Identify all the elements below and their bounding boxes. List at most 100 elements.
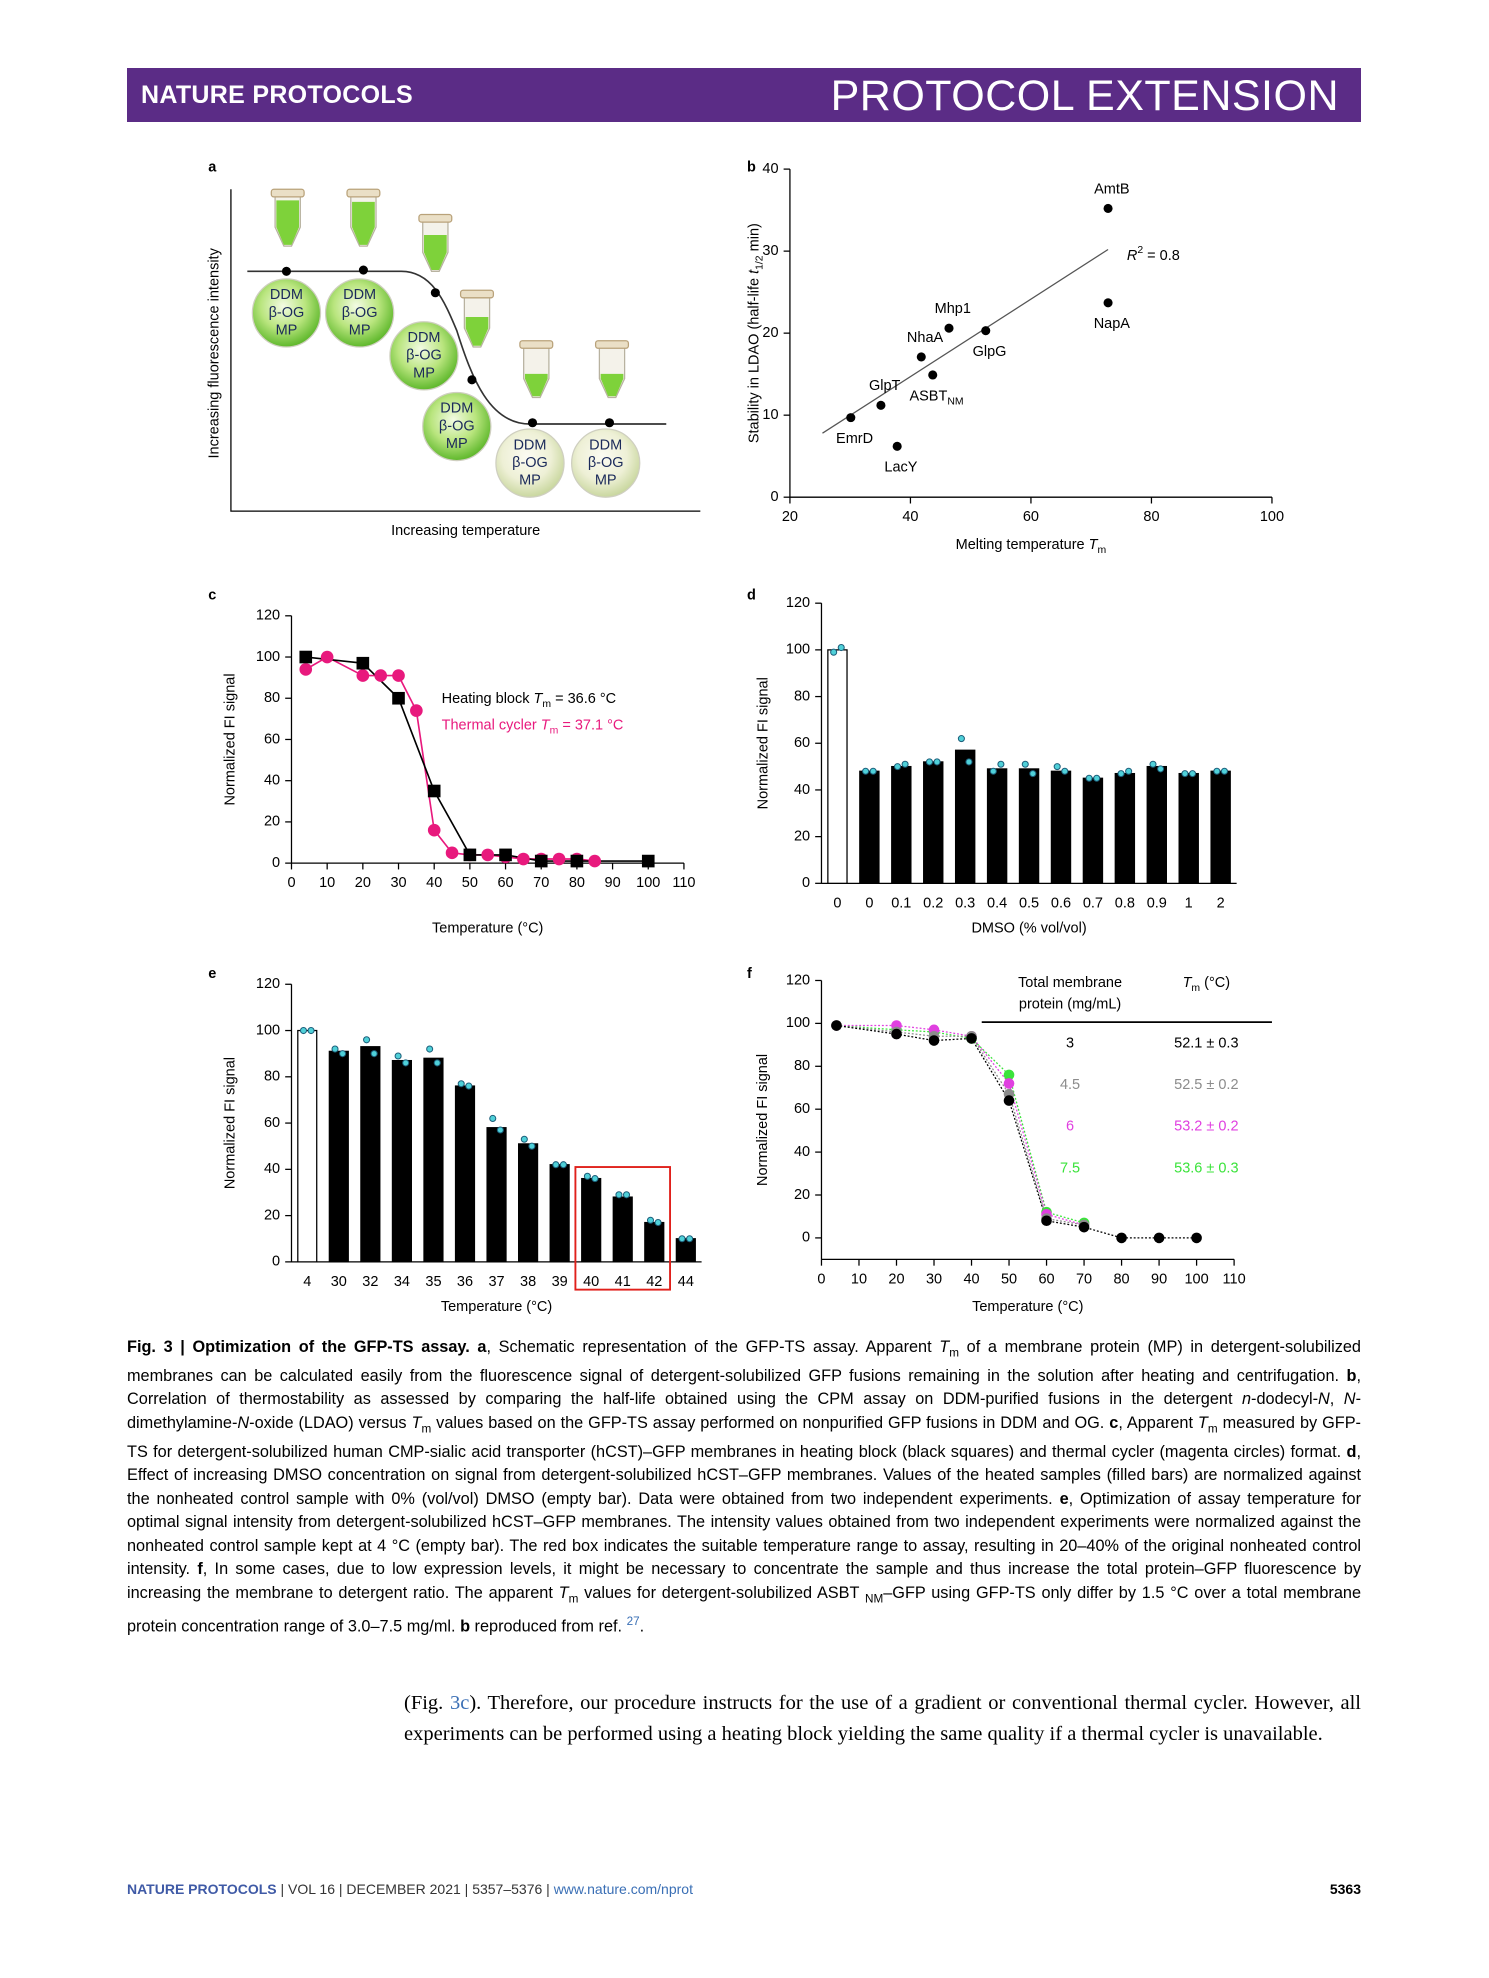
point xyxy=(1078,1221,1090,1233)
y-tick-label: 0 xyxy=(802,1230,810,1246)
y-axis-label: Normalized FI signal xyxy=(755,677,771,809)
text-run: , Apparent xyxy=(1118,1413,1198,1432)
x-tick-label: 20 xyxy=(888,1271,904,1287)
text-run: Fig. 3 | Optimization of the GFP-TS assa… xyxy=(127,1338,487,1356)
x-tick-label: 0.7 xyxy=(1083,895,1103,911)
bar xyxy=(391,1059,412,1263)
tube-lid xyxy=(270,188,305,198)
tube-liquid xyxy=(465,317,489,346)
tm-value: 53.6 ± 0.3 xyxy=(1174,1160,1238,1176)
text-run: T xyxy=(1183,975,1193,991)
text-run: f xyxy=(197,1560,203,1578)
replicate-dot xyxy=(299,1027,308,1035)
chart-panel: e 0 20 40 60 80 100 120 Temperature (°C) Normaliz… xyxy=(208,966,702,1315)
text-run: . xyxy=(639,1617,645,1636)
point xyxy=(320,650,334,664)
melting-curve xyxy=(247,270,667,425)
y-tick-label: 80 xyxy=(794,1058,810,1074)
point xyxy=(499,848,512,862)
y-tick-label: 40 xyxy=(264,1161,280,1177)
reference-link[interactable]: 3c xyxy=(449,1692,470,1714)
x-tick-label: 44 xyxy=(678,1274,694,1290)
bar xyxy=(549,1164,570,1263)
text-run: Thermal cycler xyxy=(442,717,541,733)
bar xyxy=(891,765,912,884)
tm-value: 52.5 ± 0.2 xyxy=(1174,1077,1238,1093)
series-line xyxy=(305,656,595,862)
sample-circle xyxy=(495,428,565,498)
page-number: 5363 xyxy=(1329,1881,1361,1897)
text-run: T xyxy=(558,1583,569,1602)
x-tick-label: 36 xyxy=(457,1274,473,1290)
tm-value: 52.1 ± 0.3 xyxy=(1174,1035,1238,1051)
panel-label: f xyxy=(747,966,752,982)
replicate-dot xyxy=(402,1059,410,1067)
sample-label: β-OG xyxy=(406,348,442,364)
text-run: n xyxy=(1241,1390,1252,1409)
text-run: -oxide (LDAO) versus xyxy=(249,1413,412,1432)
bar xyxy=(423,1057,444,1263)
curve-dot xyxy=(358,265,368,275)
point-label: LacY xyxy=(884,460,917,476)
x-tick-label: 0.4 xyxy=(987,895,1007,911)
footer-url[interactable]: www.nature.com/nprot xyxy=(553,1881,693,1897)
point-label: AmtB xyxy=(1094,181,1129,197)
x-tick-label: 60 xyxy=(497,875,513,891)
reference-link[interactable]: 27 xyxy=(626,1615,640,1629)
text-run: = 0.8 xyxy=(1143,248,1180,264)
point xyxy=(427,823,441,837)
replicate-dot xyxy=(997,760,1005,768)
footer-info: | VOL 16 | DECEMBER 2021 | 5357–5376 | xyxy=(280,1881,550,1897)
replicate-dot xyxy=(433,1059,441,1067)
chart-panel: f 0 20 40 60 80 100 120 0 10 20 30 40 50 60 70 80 90 100 11… xyxy=(747,966,1272,1315)
bar xyxy=(954,749,976,884)
footer: NATURE PROTOCOLS | VOL 16 | DECEMBER 202… xyxy=(127,1881,693,1897)
y-tick-label: 80 xyxy=(794,688,810,704)
point xyxy=(1153,1232,1165,1244)
chart-panel: b 0 10 20 30 40 20 40 60 80 100 Melting temperature… xyxy=(746,160,1284,557)
x-axis-label: DMSO (% vol/vol) xyxy=(971,921,1086,937)
bar xyxy=(486,1127,507,1263)
tube-liquid xyxy=(276,200,300,245)
x-tick-label: 10 xyxy=(319,875,335,891)
text-run: Melting temperature xyxy=(956,537,1089,553)
schematic-panel: a Increasing fluorescence intensity Increa… xyxy=(206,160,701,539)
text-run: t xyxy=(746,269,762,274)
x-tick-label: 30 xyxy=(331,1274,347,1290)
y-tick-label: 80 xyxy=(264,1069,280,1085)
point xyxy=(891,1028,902,1040)
x-tick-label: 100 xyxy=(636,875,660,891)
x-tick-label: 30 xyxy=(926,1271,942,1287)
bar xyxy=(360,1046,381,1263)
point xyxy=(374,669,387,682)
sample-circle xyxy=(324,278,395,348)
replicate-dot xyxy=(989,767,997,775)
y-tick-label: 20 xyxy=(264,1207,280,1223)
x-tick-label: 0.1 xyxy=(891,895,911,911)
curve-dot xyxy=(281,266,291,276)
tube-liquid xyxy=(524,373,548,397)
tube-lid xyxy=(519,340,554,349)
y-tick-label: 0 xyxy=(272,1254,280,1270)
replicate-dot xyxy=(615,1191,623,1199)
sample-circle xyxy=(422,391,492,462)
point xyxy=(534,854,548,868)
point xyxy=(552,852,566,866)
replicate-dot xyxy=(1220,767,1228,775)
tube-lid xyxy=(418,213,453,223)
x-tick-label: 4 xyxy=(303,1274,311,1290)
panel-label: b xyxy=(747,160,756,176)
y-tick-label: 100 xyxy=(786,1015,810,1031)
bar xyxy=(1146,765,1168,884)
text-run: 1/2 xyxy=(755,255,766,270)
replicate-dot xyxy=(678,1235,686,1243)
text-run: (°C) xyxy=(1200,975,1230,991)
x-tick-label: 50 xyxy=(1001,1271,1017,1287)
replicate-dot xyxy=(622,1191,631,1199)
point xyxy=(445,846,459,860)
series-line xyxy=(836,1024,1085,1226)
point xyxy=(1116,1232,1127,1244)
annotation: R2 = 0.8 xyxy=(1127,245,1180,264)
figure-caption: Fig. 3 | Optimization of the GFP-TS assa… xyxy=(127,1336,1361,1639)
legend-label: Heating block Tm = 36.6 °C xyxy=(442,691,616,710)
